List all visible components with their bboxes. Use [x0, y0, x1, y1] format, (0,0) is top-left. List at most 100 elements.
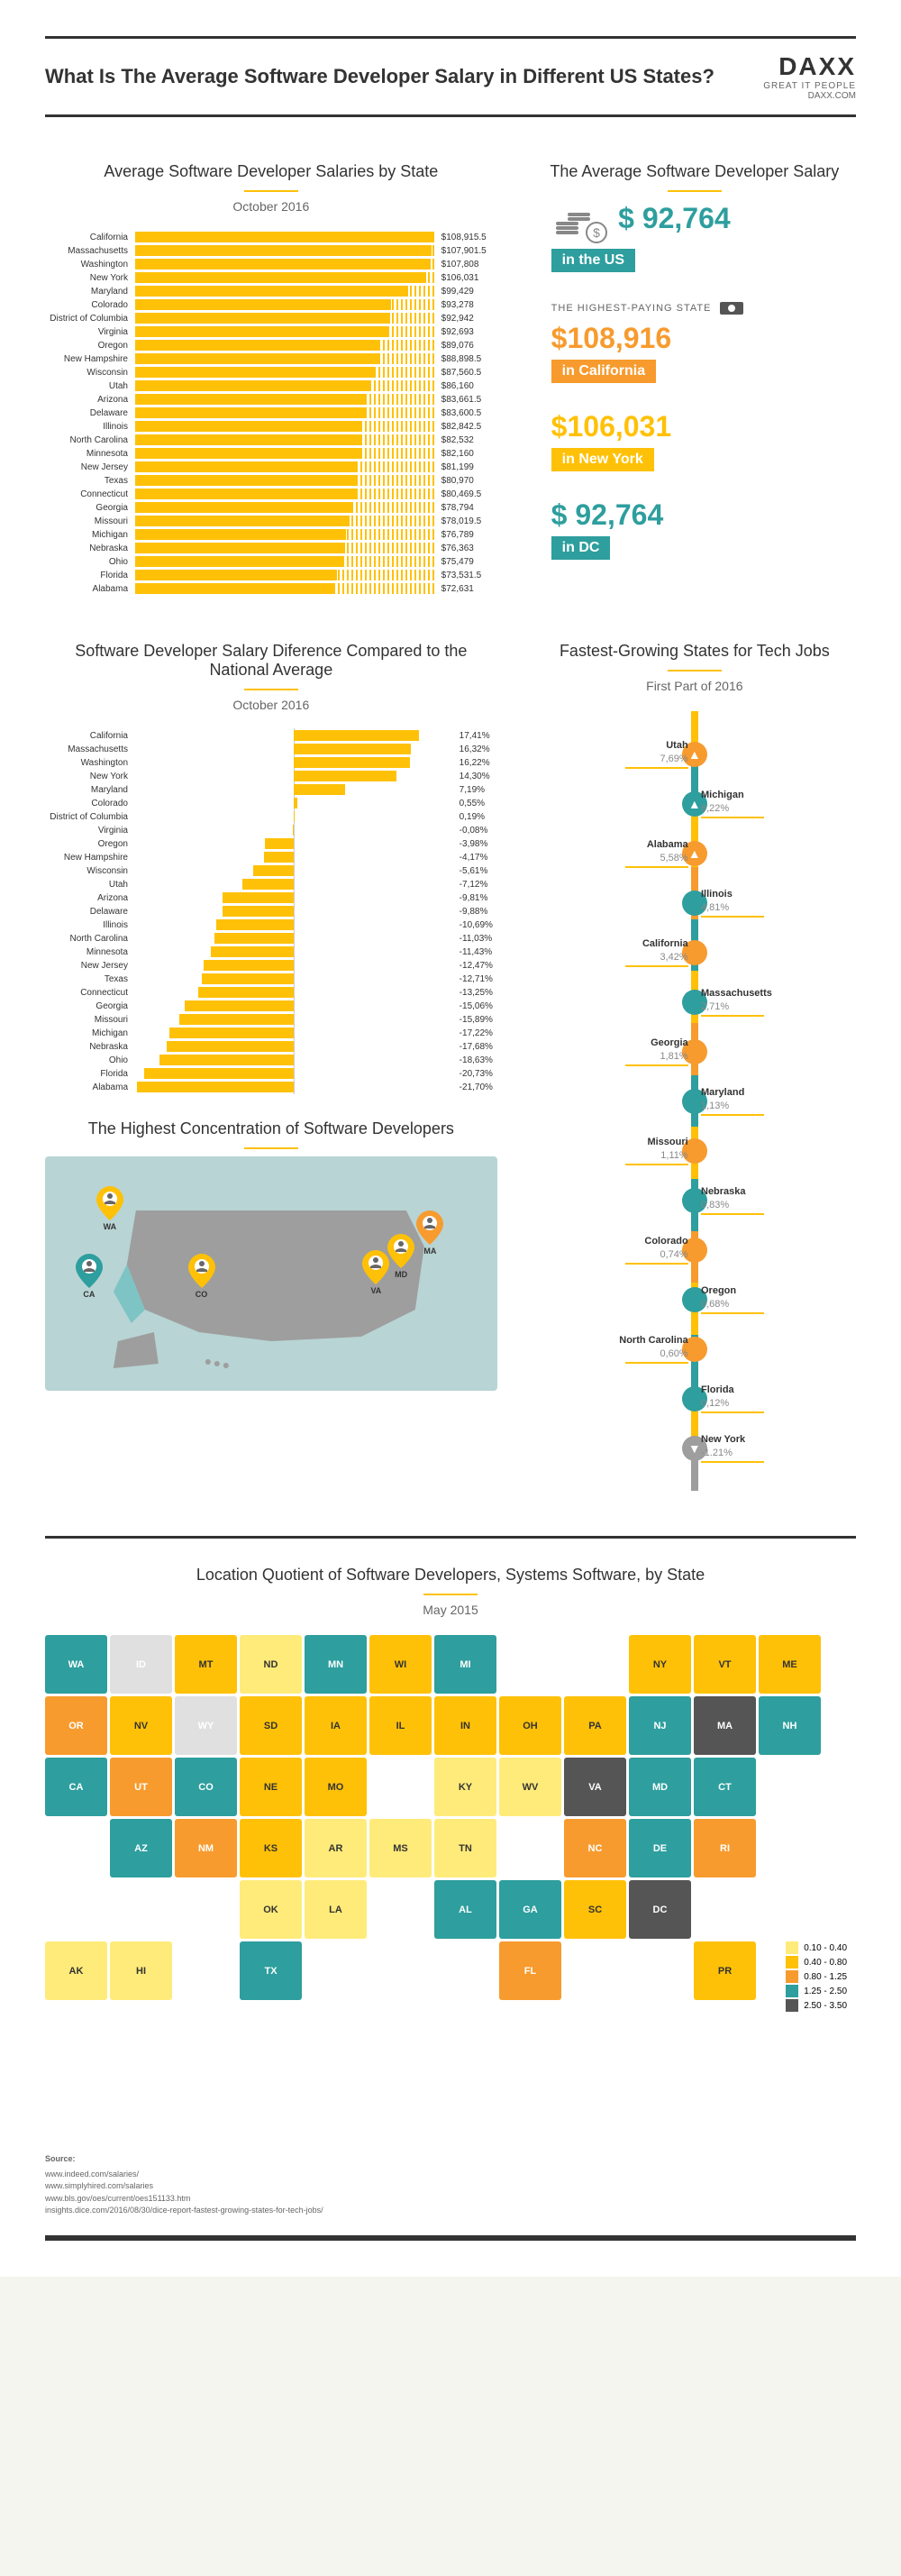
state-cell: HI [110, 1941, 172, 2000]
map-marker-icon: MD [387, 1234, 414, 1268]
bar-track [135, 461, 434, 472]
bar-track [135, 407, 434, 418]
bar-track [135, 299, 434, 310]
diff-row: Maryland7,19% [45, 784, 497, 795]
diff-label: Colorado [45, 799, 135, 808]
bar-track [135, 394, 434, 405]
legend-label: 1.25 - 2.50 [804, 1987, 847, 1996]
diff-fill [294, 811, 296, 822]
diff-label: New Hampshire [45, 853, 135, 863]
diff-fill [294, 771, 396, 781]
diff-row: Minnesota-11,43% [45, 946, 497, 957]
bar-track [135, 326, 434, 337]
bar-row: Maryland$99,429 [45, 286, 497, 297]
diff-label: California [45, 731, 135, 741]
diff-label: Arizona [45, 893, 135, 903]
source-line: www.indeed.com/salaries/ [45, 2169, 856, 2181]
bar-label: Minnesota [45, 449, 135, 459]
diff-label: Wisconsin [45, 866, 135, 876]
bar-value: $82,160 [434, 449, 497, 459]
choropleth-map: 0.10 - 0.400.40 - 0.800.80 - 1.251.25 - … [45, 1635, 856, 2104]
page-title: What Is The Average Software Developer S… [45, 65, 714, 88]
bar-label: Texas [45, 476, 135, 486]
bar-value: $76,363 [434, 544, 497, 553]
diff-row: New York14,30% [45, 771, 497, 781]
bar-track [135, 516, 434, 526]
bar-track [135, 434, 434, 445]
bar-fill [135, 543, 345, 553]
state-cell: VT [694, 1635, 756, 1694]
state-cell: NV [110, 1696, 172, 1755]
bar-track [135, 272, 434, 283]
bar-value: $106,031 [434, 273, 497, 283]
bar-value: $99,429 [434, 287, 497, 297]
state-cell: AR [305, 1819, 367, 1877]
diff-value: -20,73% [452, 1069, 497, 1079]
timeline-label: Colorado0,74% [625, 1235, 688, 1265]
state-cell: CO [175, 1758, 237, 1816]
bar-fill [135, 394, 365, 405]
legend-label: 2.50 - 3.50 [804, 2001, 847, 2011]
bar-track [135, 421, 434, 432]
state-cell: OH [499, 1696, 561, 1755]
diff-track [135, 987, 452, 998]
diff-row: District of Columbia0,19% [45, 811, 497, 822]
diff-fill [202, 973, 294, 984]
timeline-item: ▲Alabama5,58% [533, 828, 856, 878]
bar-label: Oregon [45, 341, 135, 351]
bar-fill [135, 461, 358, 472]
quotient-title: Location Quotient of Software Developers… [45, 1566, 856, 1585]
timeline-label: Georgia1,81% [625, 1037, 688, 1066]
diff-fill [144, 1068, 294, 1079]
bar-label: Massachusetts [45, 246, 135, 256]
diff-track [135, 852, 452, 863]
bar-fill [135, 313, 390, 324]
bar-track [135, 232, 434, 242]
divider [244, 190, 298, 192]
state-cell: MO [305, 1758, 367, 1816]
diff-row: Oregon-3,98% [45, 838, 497, 849]
diff-fill [185, 1000, 293, 1011]
bar-track [135, 475, 434, 486]
bar-label: Wisconsin [45, 368, 135, 378]
bar-fill [135, 475, 358, 486]
diff-value: -9,81% [452, 893, 497, 903]
logo-tagline: GREAT IT PEOPLE [763, 81, 856, 91]
diff-row: California17,41% [45, 730, 497, 741]
bar-value: $78,019.5 [434, 516, 497, 526]
bar-fill [135, 434, 361, 445]
diff-row: Florida-20,73% [45, 1068, 497, 1079]
bar-value: $92,942 [434, 314, 497, 324]
bar-track [135, 259, 434, 269]
diff-track [135, 730, 452, 741]
diff-label: Ohio [45, 1055, 135, 1065]
state-cell: PA [564, 1696, 626, 1755]
diff-fill [264, 852, 294, 863]
diff-label: Minnesota [45, 947, 135, 957]
bar-value: $72,631 [434, 584, 497, 594]
state-cell: WY [175, 1696, 237, 1755]
us-value: $ 92,764 [618, 202, 731, 234]
diff-value: 16,32% [452, 744, 497, 754]
divider [668, 190, 722, 192]
diff-value: -10,69% [452, 920, 497, 930]
diff-fill [294, 784, 345, 795]
state-cell: GA [499, 1880, 561, 1939]
bar-row: Missouri$78,019.5 [45, 516, 497, 526]
diff-label: New York [45, 772, 135, 781]
bar-label: Virginia [45, 327, 135, 337]
divider [668, 670, 722, 671]
diff-value: -9,88% [452, 907, 497, 917]
diff-track [135, 838, 452, 849]
bar-row: Texas$80,970 [45, 475, 497, 486]
bar-value: $107,901.5 [434, 246, 497, 256]
bar-track [135, 543, 434, 553]
money-icon [720, 299, 747, 317]
diff-track [135, 906, 452, 917]
state-cell: IN [434, 1696, 496, 1755]
diff-track [135, 879, 452, 890]
map-marker-icon: CA [76, 1254, 103, 1288]
stat-us: $ $ 92,764 in the US [533, 199, 856, 272]
diff-value: -12,71% [452, 974, 497, 984]
diff-label: Washington [45, 758, 135, 768]
